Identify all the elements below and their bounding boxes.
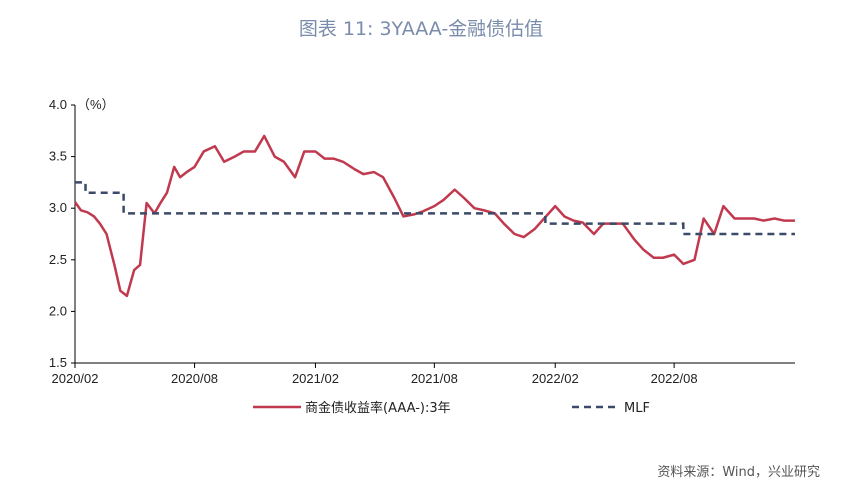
legend-label: 商金债收益率(AAA-):3年 (305, 400, 451, 416)
source-note: 资料来源：Wind，兴业研究 (657, 465, 820, 480)
y-tick-label: 2.5 (49, 252, 67, 267)
y-tick-label: 2.0 (49, 303, 67, 318)
x-tick-label: 2020/08 (171, 371, 218, 386)
y-tick-label: 4.0 (49, 97, 67, 112)
x-tick-label: 2021/08 (411, 371, 458, 386)
chart-legend: 商金债收益率(AAA-):3年 MLF (253, 400, 650, 416)
x-tick-label: 2022/08 (651, 371, 698, 386)
series-line-mlf (75, 181, 795, 236)
chart-axes: 1.5 2.0 2.5 3.0 3.5 4.0 （%） 2020/02 2020/08 2021/… (49, 97, 795, 386)
y-tick-label: 3.5 (49, 149, 67, 164)
chart-series (73, 134, 795, 298)
x-tick-label: 2020/02 (52, 371, 99, 386)
x-tick-label: 2022/02 (532, 371, 579, 386)
legend-label: MLF (624, 401, 650, 416)
series-line-yield (73, 134, 795, 298)
x-tick-label: 2021/02 (292, 371, 339, 386)
y-axis-label: （%） (77, 97, 115, 112)
y-tick-label: 1.5 (49, 355, 67, 370)
y-tick-label: 3.0 (49, 200, 67, 215)
chart-title: 图表 11: 3YAAA-金融债估值 (298, 18, 544, 40)
